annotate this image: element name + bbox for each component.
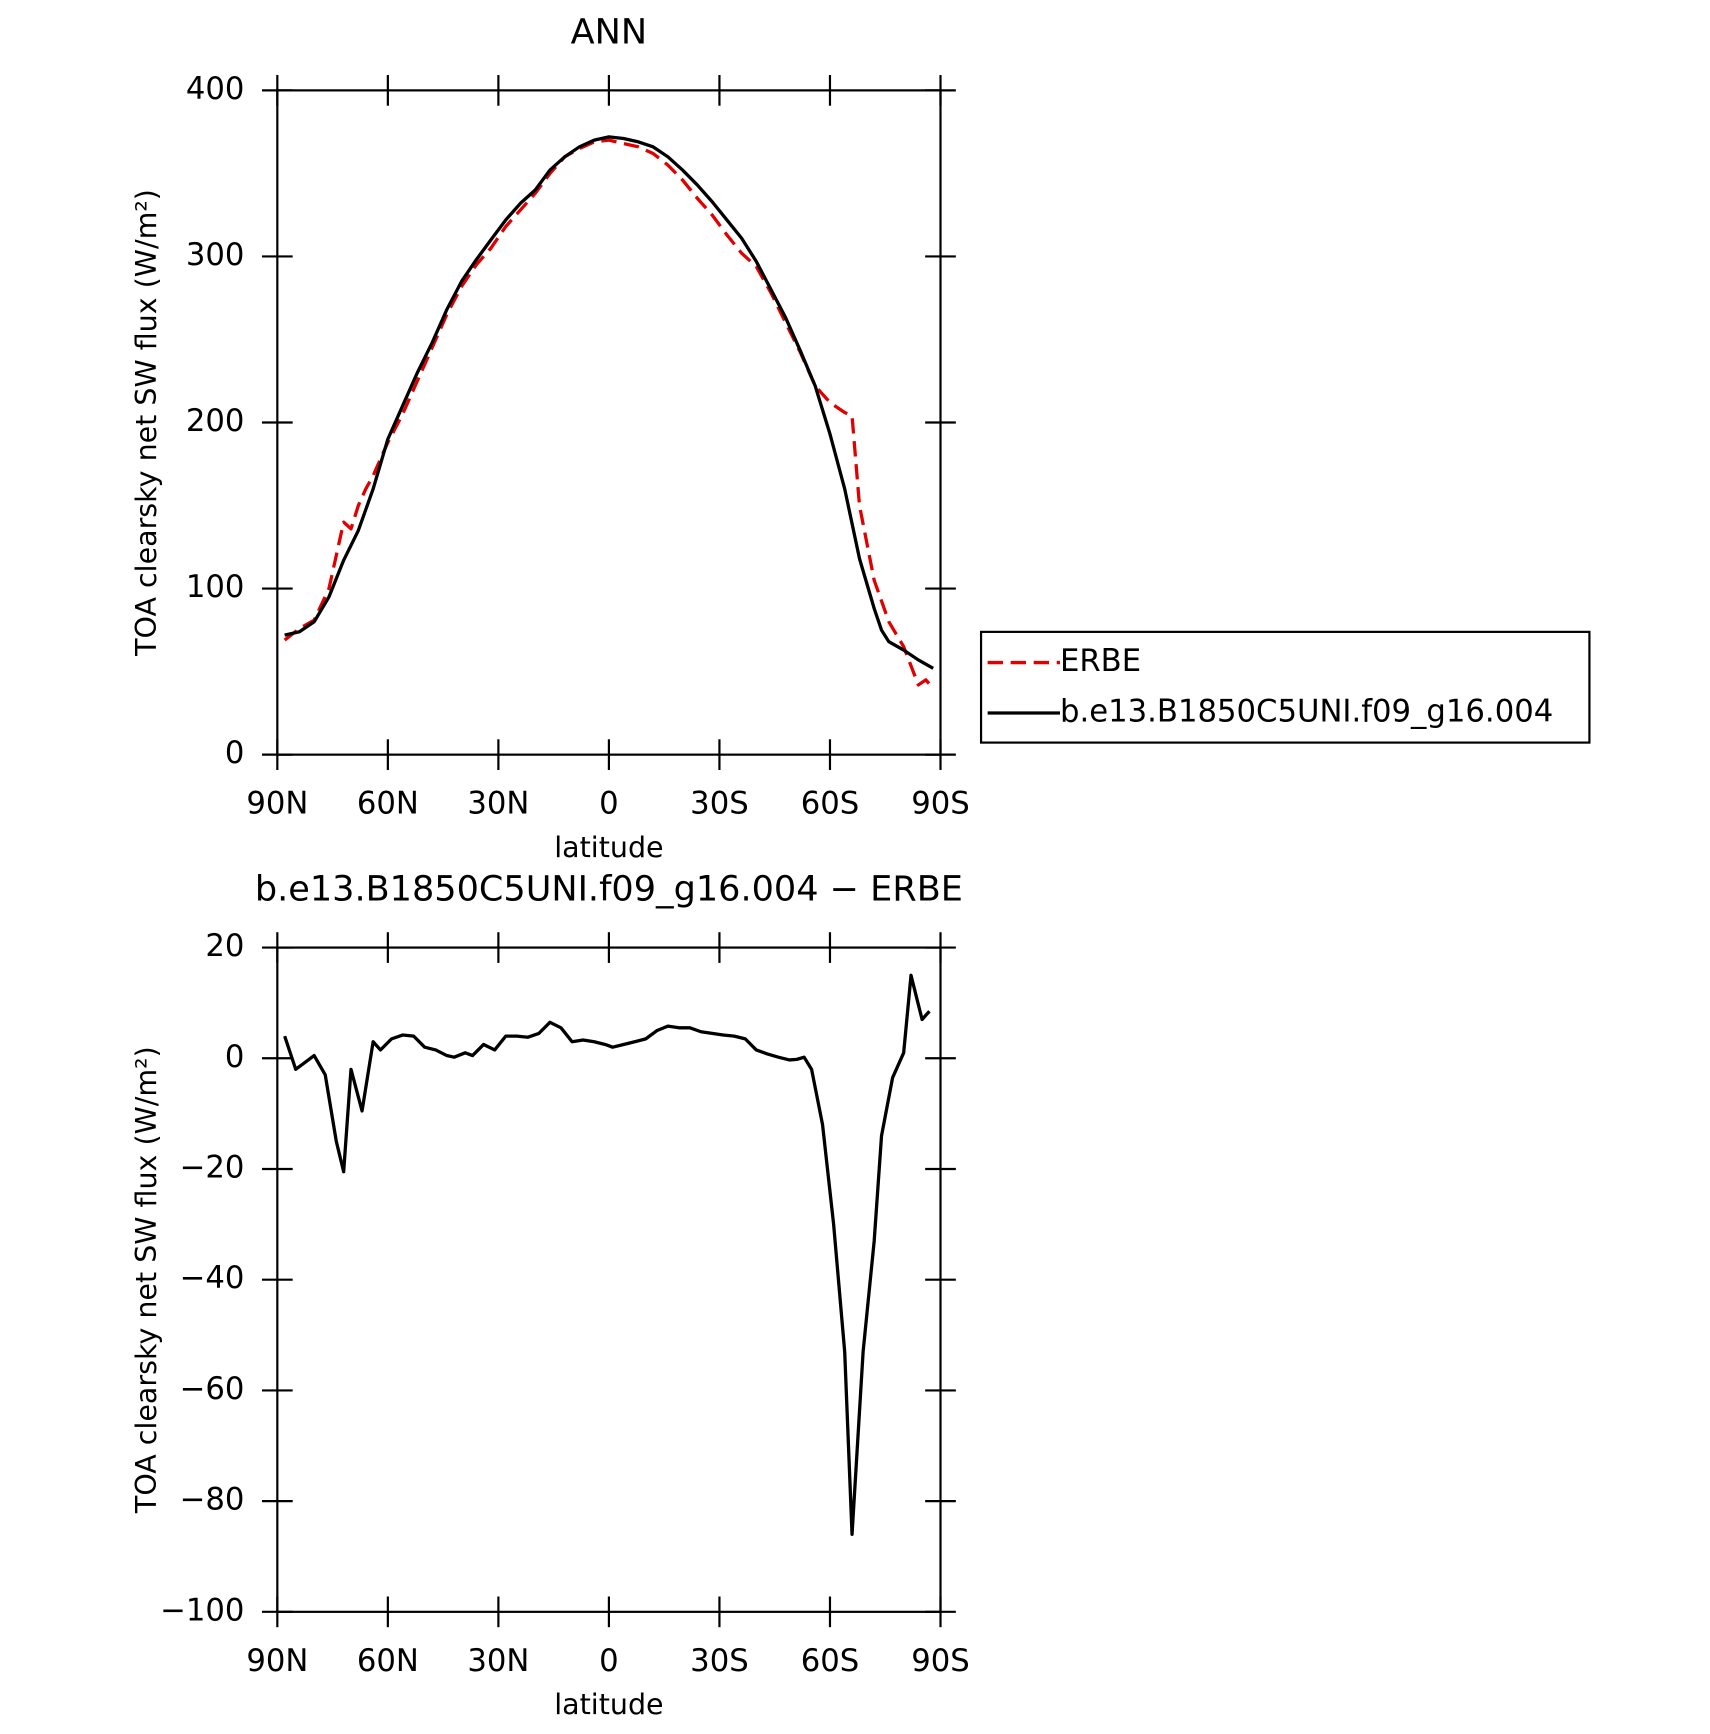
y-tick-label: −60 <box>180 1372 245 1407</box>
series-line <box>283 973 931 1536</box>
y-axis-label: TOA clearsky net SW flux (W/m²) <box>130 1046 163 1514</box>
x-tick-label: 0 <box>599 787 619 822</box>
y-tick-label: −100 <box>160 1593 244 1628</box>
y-tick-label: 100 <box>186 570 245 605</box>
x-tick-label: 60N <box>357 1644 419 1679</box>
y-tick-label: −80 <box>180 1483 245 1518</box>
x-tick-label: 30N <box>467 1644 529 1679</box>
x-tick-label: 60S <box>801 787 860 822</box>
y-axis-label: TOA clearsky net SW flux (W/m²) <box>130 189 163 657</box>
y-tick-label: 400 <box>186 72 245 107</box>
legend-label: b.e13.B1850C5UNI.f09_g16.004 <box>1060 694 1553 729</box>
y-tick-label: −20 <box>180 1150 245 1185</box>
series-line <box>283 138 935 690</box>
legend-label: ERBE <box>1060 644 1141 679</box>
x-tick-label: 90N <box>246 787 308 822</box>
chart-title: b.e13.B1850C5UNI.f09_g16.004 − ERBE <box>255 869 963 910</box>
x-tick-label: 30S <box>690 1644 749 1679</box>
plot-frame <box>276 946 942 1613</box>
x-tick-label: 90S <box>911 787 970 822</box>
series-line <box>284 135 934 670</box>
x-axis-label: latitude <box>554 831 663 864</box>
chart-title: ANN <box>571 11 647 52</box>
y-tick-label: 0 <box>225 1040 245 1075</box>
y-tick-label: 300 <box>186 238 245 273</box>
x-tick-label: 90N <box>246 1644 308 1679</box>
x-tick-label: 0 <box>599 1644 619 1679</box>
plot-frame <box>276 89 942 756</box>
x-tick-label: 60N <box>357 787 419 822</box>
y-tick-label: 200 <box>186 404 245 439</box>
y-tick-label: 20 <box>205 929 244 964</box>
x-tick-label: 30N <box>467 787 529 822</box>
y-tick-label: −40 <box>180 1261 245 1296</box>
x-axis-label: latitude <box>554 1688 663 1721</box>
y-tick-label: 0 <box>225 736 245 771</box>
legend-box <box>979 630 1591 744</box>
x-tick-label: 60S <box>801 1644 860 1679</box>
x-tick-label: 30S <box>690 787 749 822</box>
x-tick-label: 90S <box>911 1644 970 1679</box>
